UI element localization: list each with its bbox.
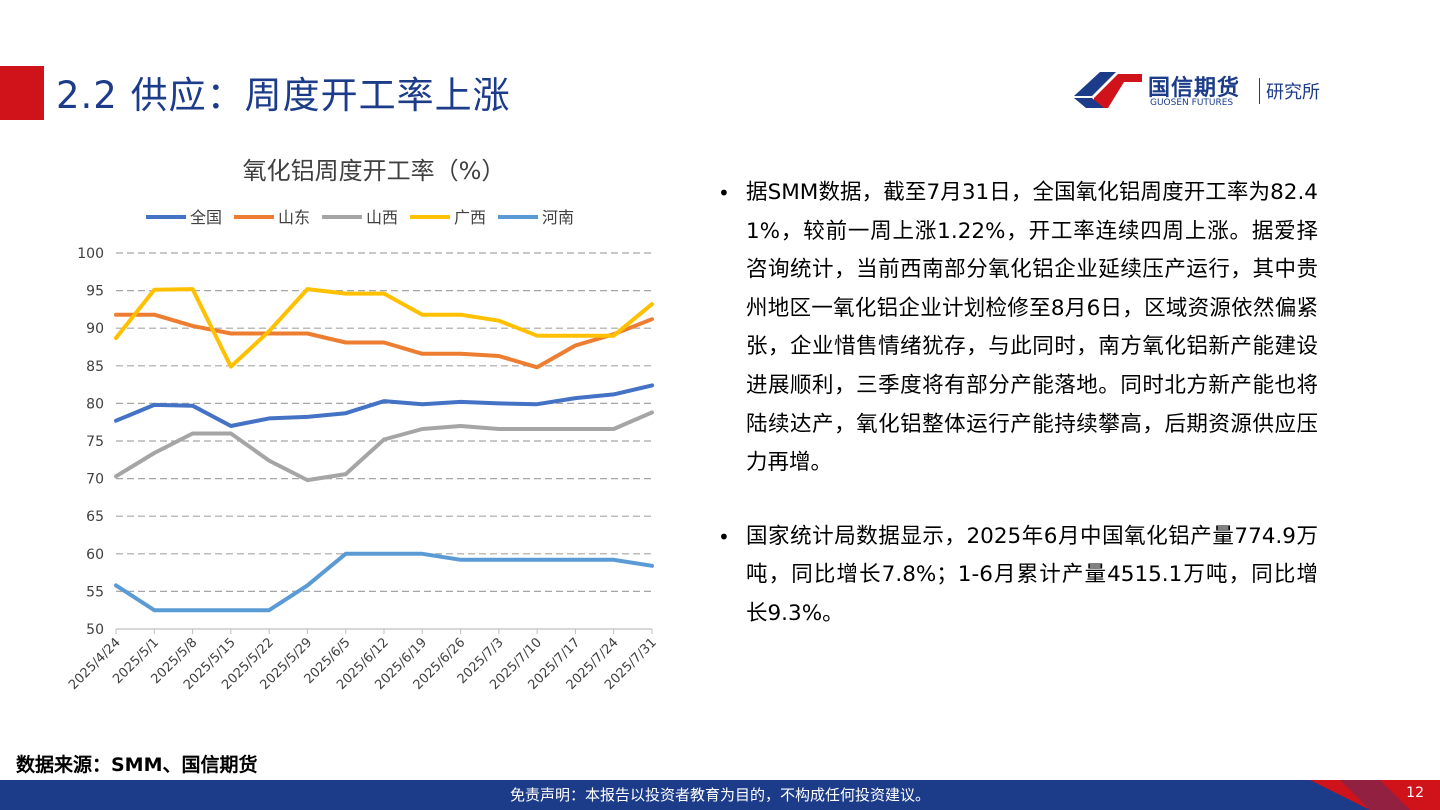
y-tick-label: 60	[86, 547, 104, 563]
logo-mark-icon	[1074, 72, 1142, 108]
page-title: 2.2 供应：周度开工率上涨	[56, 74, 511, 117]
y-tick-label: 85	[86, 359, 104, 375]
y-tick-label: 70	[86, 472, 104, 488]
y-tick-label: 55	[86, 584, 104, 600]
x-tick-label: 2025/4/24	[66, 635, 124, 693]
logo-chinese-name: 国信期货	[1148, 76, 1241, 101]
y-tick-label: 100	[77, 246, 104, 262]
y-tick-label: 90	[86, 321, 104, 337]
y-tick-label: 75	[86, 434, 104, 450]
legend-label: 河南	[542, 208, 574, 227]
title-accent-bar	[0, 66, 44, 120]
legend-label: 山西	[366, 208, 398, 227]
chart-title: 氧化铝周度开工率（%）	[243, 157, 506, 185]
legend-label: 全国	[190, 208, 222, 227]
legend-label: 广西	[454, 208, 486, 227]
footer-bar: 免责声明：本报告以投资者教育为目的，不构成任何投资建议。 12	[0, 780, 1440, 810]
series-line-山东	[114, 312, 654, 370]
y-tick-label: 95	[86, 284, 104, 300]
data-source: 数据来源：SMM、国信期货	[16, 754, 258, 776]
page-number: 12	[1406, 785, 1424, 801]
bullet-list: • 据SMM数据，截至7月31日，全国氧化铝周度开工率为82.41%，较前一周上…	[718, 174, 1318, 634]
y-tick-label: 80	[86, 396, 104, 412]
series-line-山西	[114, 410, 654, 483]
company-logo: 国信期货 GUOSEN FUTURES 研究所	[1072, 68, 1372, 116]
logo-divider	[1259, 78, 1260, 104]
logo-english-name: GUOSEN FUTURES	[1150, 98, 1234, 108]
footer-accent	[1310, 780, 1440, 810]
bullet-dot: •	[718, 181, 730, 205]
logo-subtitle: 研究所	[1266, 82, 1320, 103]
y-tick-label: 50	[86, 622, 104, 638]
bullet-item: • 国家统计局数据显示，2025年6月中国氧化铝产量774.9万吨，同比增长7.…	[718, 518, 1318, 634]
bullet-dot: •	[718, 524, 730, 549]
series-line-全国	[114, 383, 654, 428]
footer-disclaimer: 免责声明：本报告以投资者教育为目的，不构成任何投资建议。	[509, 786, 930, 804]
series-line-河南	[114, 551, 654, 613]
bullet-text: 据SMM数据，截至7月31日，全国氧化铝周度开工率为82.41%，较前一周上涨1…	[746, 180, 1318, 476]
legend-label: 山东	[278, 208, 310, 227]
bullet-text: 国家统计局数据显示，2025年6月中国氧化铝产量774.9万吨，同比增长7.8%…	[746, 523, 1318, 626]
utilization-chart: 氧化铝周度开工率（%） 全国 山东 山西 广西 河南 100 95 90 85 80 75 70 65 60…	[60, 146, 670, 726]
series-line-广西	[114, 287, 654, 369]
bullet-item: • 据SMM数据，截至7月31日，全国氧化铝周度开工率为82.41%，较前一周上…	[718, 174, 1318, 483]
y-tick-label: 65	[86, 509, 104, 525]
line-chart-svg: 氧化铝周度开工率（%） 全国 山东 山西 广西 河南 100 95 90 85 80 75 70 65 60…	[66, 157, 660, 693]
